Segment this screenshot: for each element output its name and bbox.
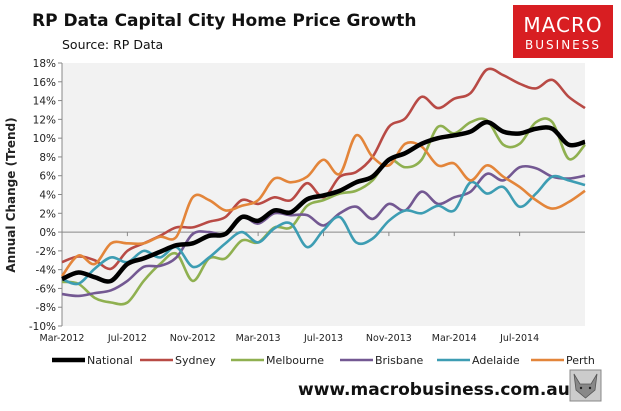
y-tick-label: 16%: [33, 77, 56, 89]
legend-label: Adelaide: [472, 354, 520, 367]
logo-background: [513, 5, 613, 58]
y-tick-label: 8%: [39, 152, 56, 164]
logo-line-2: BUSINESS: [525, 38, 601, 52]
legend-item-sydney: Sydney: [140, 354, 216, 367]
x-tick-label: Mar-2013: [236, 333, 281, 344]
x-tick-label: Mar-2012: [40, 333, 85, 344]
series-line-adelaide: [61, 174, 586, 286]
y-tick-label: -10%: [29, 321, 56, 333]
y-tick-label: -8%: [36, 302, 56, 314]
x-tick-label: Jul-2013: [303, 333, 343, 344]
x-tick-label: Jul-2014: [499, 333, 539, 344]
y-tick-label: 10%: [33, 133, 56, 145]
legend-item-adelaide: Adelaide: [437, 354, 520, 367]
legend-item-melbourne: Melbourne: [231, 354, 324, 367]
logo-line-1: MACRO: [523, 13, 602, 37]
series-line-perth: [60, 133, 586, 278]
series-line-brisbane: [61, 164, 586, 298]
y-tick-label: 14%: [33, 96, 56, 108]
legend-label: National: [87, 354, 133, 367]
x-tick-label: Mar-2014: [432, 333, 477, 344]
legend-label: Perth: [566, 354, 595, 367]
series-line-melbourne: [61, 117, 586, 306]
x-tick-label: Jul-2012: [107, 333, 147, 344]
macrobusiness-logo: MACRO BUSINESS: [513, 5, 613, 58]
legend-label: Brisbane: [375, 354, 424, 367]
y-tick-label: 6%: [39, 171, 56, 183]
y-tick-label: -4%: [36, 265, 56, 277]
y-tick-label: 2%: [39, 208, 56, 220]
y-axis-label: Annual Change (Trend): [4, 117, 18, 272]
legend: National Sydney Melbourne Brisbane Adelaide P…: [52, 354, 595, 367]
chart-title: RP Data Capital City Home Price Growth: [32, 11, 417, 31]
legend-label: Sydney: [175, 354, 216, 367]
legend-item-national: National: [52, 354, 133, 367]
x-tick-label: Nov-2012: [170, 333, 216, 344]
y-tick-label: -2%: [36, 246, 56, 258]
legend-item-brisbane: Brisbane: [340, 354, 424, 367]
x-tick-label: Nov-2013: [366, 333, 412, 344]
legend-label: Melbourne: [266, 354, 324, 367]
series-line-national: [61, 119, 586, 284]
website-url: www.macrobusiness.com.au: [298, 380, 570, 400]
wolf-icon: [569, 369, 602, 402]
y-tick-label: 4%: [39, 190, 56, 202]
y-tick-label: 0%: [39, 227, 56, 239]
y-tick-label: -6%: [36, 283, 56, 295]
y-tick-label: 12%: [33, 114, 56, 126]
legend-item-perth: Perth: [531, 354, 595, 367]
chart-subtitle: Source: RP Data: [62, 37, 163, 52]
y-tick-label: 18%: [33, 58, 56, 70]
